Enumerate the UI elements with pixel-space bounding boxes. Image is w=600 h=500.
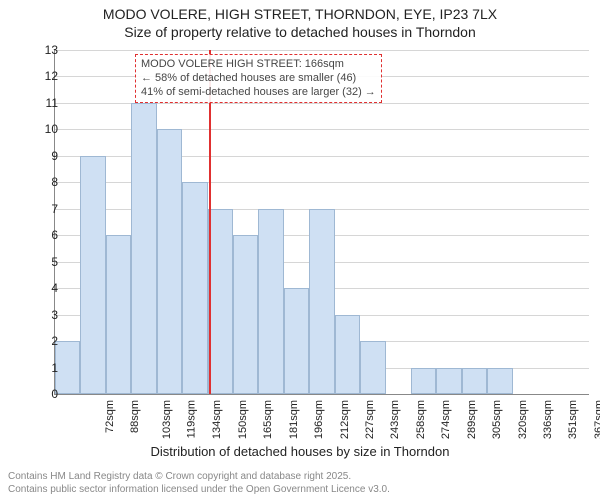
ytick-label: 7: [18, 202, 58, 216]
xtick-label: 227sqm: [364, 400, 376, 439]
xtick-label: 134sqm: [212, 400, 224, 439]
title-line-1: MODO VOLERE, HIGH STREET, THORNDON, EYE,…: [0, 6, 600, 24]
ytick-label: 10: [18, 122, 58, 136]
histogram-bar: [157, 129, 182, 394]
xtick-label: 88sqm: [129, 400, 141, 433]
ytick-label: 12: [18, 69, 58, 83]
xtick-label: 336sqm: [542, 400, 554, 439]
histogram-bar: [360, 341, 385, 394]
histogram-bar: [258, 209, 283, 394]
annotation-line-2: ← 58% of detached houses are smaller (46…: [141, 72, 376, 86]
xtick-label: 103sqm: [161, 400, 173, 439]
ytick-label: 2: [18, 334, 58, 348]
histogram-bar: [208, 209, 233, 394]
histogram-bar: [436, 368, 461, 394]
histogram-bar: [462, 368, 487, 394]
ytick-label: 8: [18, 175, 58, 189]
ytick-label: 5: [18, 255, 58, 269]
annotation-line-1: MODO VOLERE HIGH STREET: 166sqm: [141, 58, 376, 72]
ytick-label: 4: [18, 281, 58, 295]
xtick-label: 165sqm: [262, 400, 274, 439]
ytick-label: 3: [18, 308, 58, 322]
xtick-label: 305sqm: [491, 400, 503, 439]
xtick-label: 196sqm: [313, 400, 325, 439]
histogram-bar: [233, 235, 258, 394]
ytick-label: 6: [18, 228, 58, 242]
reference-annotation-box: MODO VOLERE HIGH STREET: 166sqm ← 58% of…: [135, 54, 382, 103]
histogram-bar: [106, 235, 131, 394]
ytick-label: 11: [18, 96, 58, 110]
xtick-label: 243sqm: [390, 400, 402, 439]
xtick-label: 72sqm: [104, 400, 116, 433]
plot-area: MODO VOLERE HIGH STREET: 166sqm ← 58% of…: [54, 50, 589, 395]
histogram-bar: [411, 368, 436, 394]
ytick-label: 1: [18, 361, 58, 375]
xtick-label: 289sqm: [466, 400, 478, 439]
chart-title-block: MODO VOLERE, HIGH STREET, THORNDON, EYE,…: [0, 0, 600, 41]
footer-line-2: Contains public sector information licen…: [8, 484, 390, 497]
xtick-label: 258sqm: [415, 400, 427, 439]
gridline: [55, 50, 589, 51]
xtick-label: 150sqm: [237, 400, 249, 439]
chart-container: Number of detached properties MODO VOLER…: [0, 46, 600, 438]
histogram-bar: [55, 341, 80, 394]
ytick-label: 9: [18, 149, 58, 163]
histogram-bar: [335, 315, 360, 394]
histogram-bar: [309, 209, 334, 394]
x-axis-label: Distribution of detached houses by size …: [0, 444, 600, 459]
histogram-bar: [182, 182, 207, 394]
xtick-label: 274sqm: [440, 400, 452, 439]
title-line-2: Size of property relative to detached ho…: [0, 24, 600, 42]
xtick-label: 119sqm: [185, 400, 197, 438]
footer-line-1: Contains HM Land Registry data © Crown c…: [8, 471, 390, 484]
ytick-label: 13: [18, 43, 58, 57]
histogram-bar: [131, 103, 156, 394]
histogram-bar: [80, 156, 105, 394]
xtick-label: 320sqm: [517, 400, 529, 439]
annotation-line-3: 41% of semi-detached houses are larger (…: [141, 86, 376, 100]
xtick-label: 212sqm: [339, 400, 351, 439]
histogram-bar: [487, 368, 512, 394]
xtick-label: 351sqm: [568, 400, 580, 439]
histogram-bar: [284, 288, 309, 394]
ytick-label: 0: [18, 387, 58, 401]
xtick-label: 367sqm: [593, 400, 600, 439]
attribution-footer: Contains HM Land Registry data © Crown c…: [8, 471, 390, 496]
xtick-label: 181sqm: [288, 400, 300, 439]
